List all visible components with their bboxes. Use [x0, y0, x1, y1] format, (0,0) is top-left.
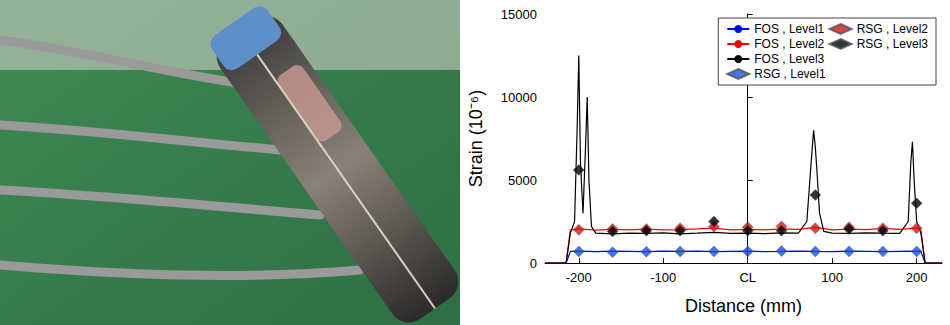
svg-text:RSG , Level1: RSG , Level1	[754, 67, 826, 81]
svg-text:5000: 5000	[508, 173, 537, 188]
svg-text:FOS , Level3: FOS , Level3	[754, 52, 824, 66]
svg-text:-200: -200	[566, 270, 592, 285]
svg-text:15000: 15000	[501, 7, 537, 22]
svg-text:Distance (mm): Distance (mm)	[685, 296, 802, 316]
svg-text:-100: -100	[650, 270, 676, 285]
svg-text:200: 200	[906, 270, 928, 285]
svg-text:FOS , Level2: FOS , Level2	[754, 37, 824, 51]
svg-text:RSG , Level3: RSG , Level3	[857, 37, 929, 51]
svg-text:FOS , Level1: FOS , Level1	[754, 22, 824, 36]
svg-text:RSG , Level2: RSG , Level2	[857, 22, 929, 36]
svg-text:0: 0	[530, 256, 537, 271]
svg-text:Strain (10⁻⁶): Strain (10⁻⁶)	[466, 90, 486, 187]
svg-text:100: 100	[821, 270, 843, 285]
svg-text:CL: CL	[739, 270, 756, 285]
svg-text:10000: 10000	[501, 90, 537, 105]
